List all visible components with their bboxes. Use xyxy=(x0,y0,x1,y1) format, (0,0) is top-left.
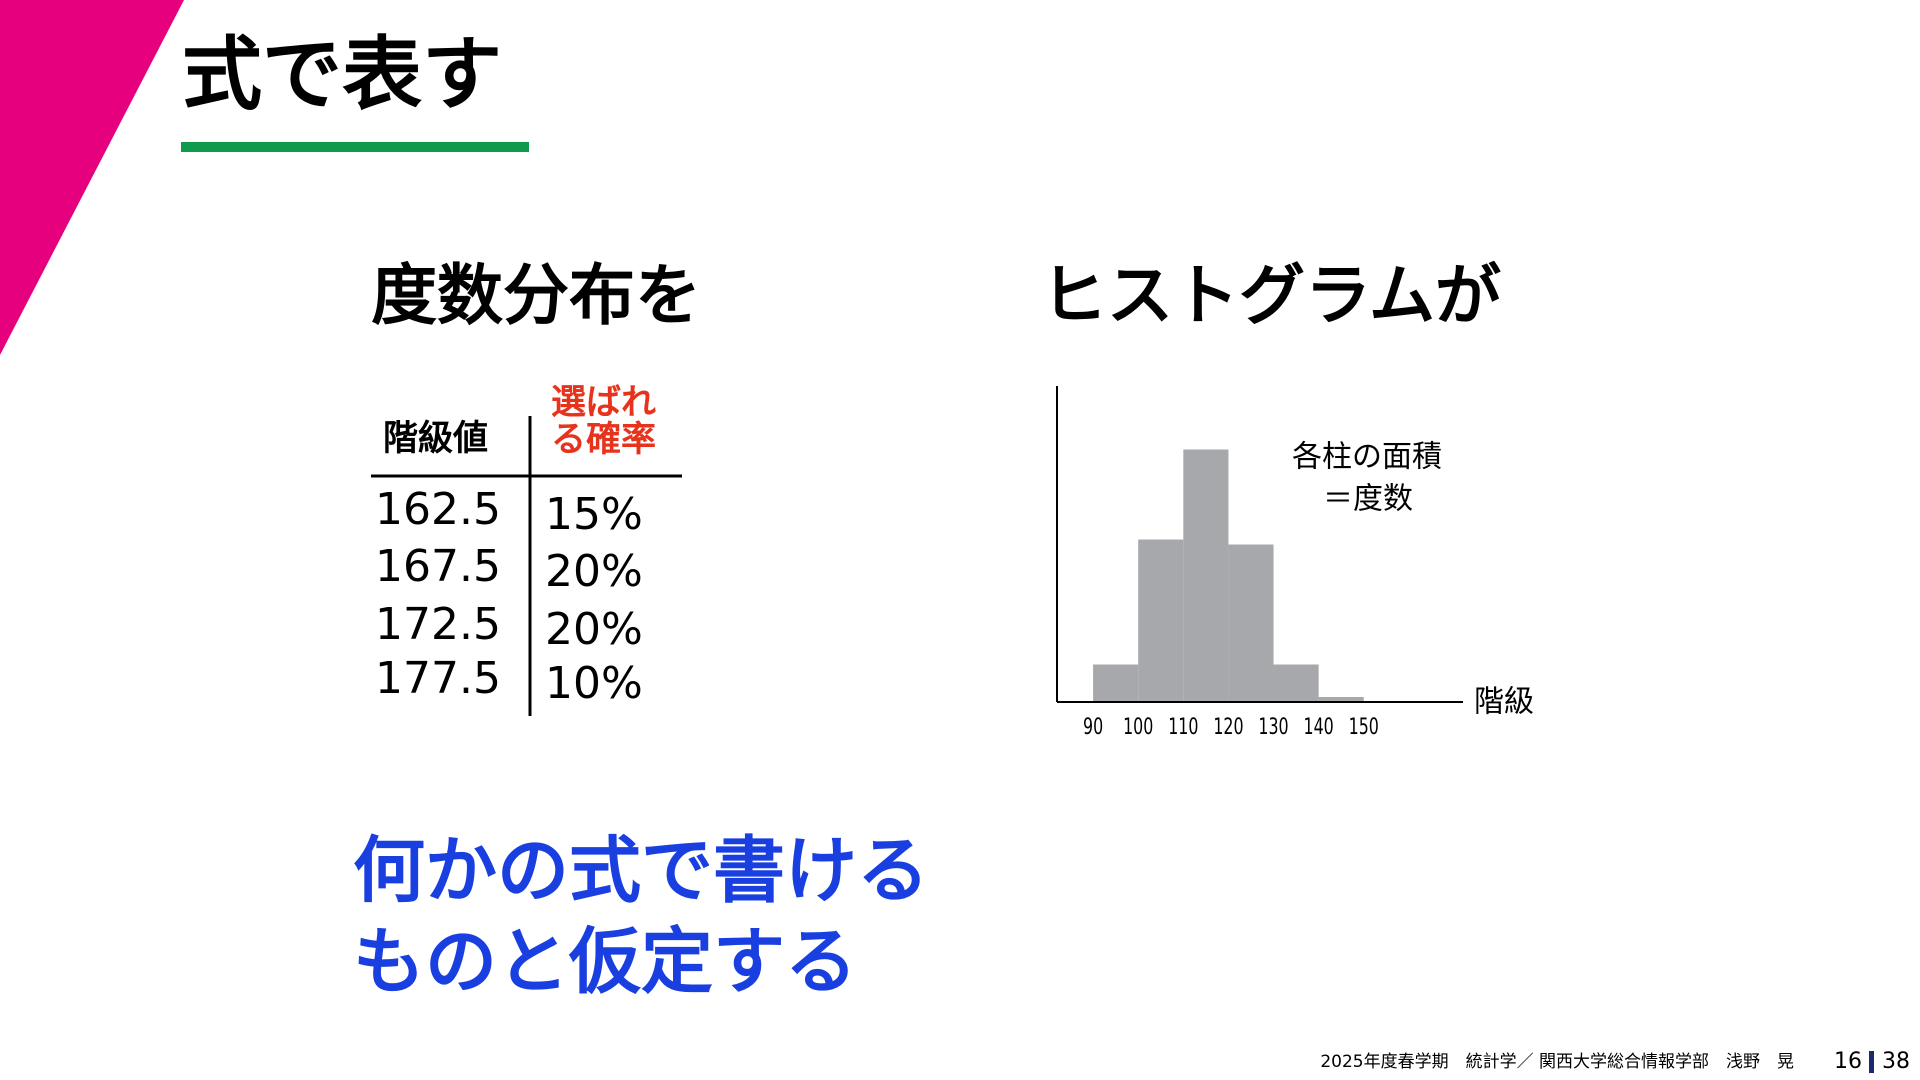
x-tick-label: 140 xyxy=(1304,714,1334,739)
annotation: ＝度数 xyxy=(1323,482,1413,517)
class-value: 167.5 xyxy=(375,541,501,592)
table-header: 階級値 xyxy=(383,419,488,459)
histogram-bar xyxy=(1093,664,1139,702)
accent-triangle xyxy=(0,0,184,355)
class-value: 172.5 xyxy=(375,599,501,650)
probability: 20% xyxy=(545,546,643,597)
class-value: 177.5 xyxy=(375,653,501,704)
probability: 20% xyxy=(545,604,643,655)
probability: 10% xyxy=(545,658,643,709)
slide-title: 式で表す xyxy=(182,28,502,121)
x-tick-label: 120 xyxy=(1213,714,1243,739)
conclusion: ものと仮定する xyxy=(353,920,857,1004)
left-heading: 度数分布を xyxy=(371,257,701,334)
probability: 15% xyxy=(545,489,643,540)
conclusion: 何かの式で書ける xyxy=(353,829,929,913)
footer: 2025年度春学期 統計学／ 関西大学総合情報学部 浅野 晃 xyxy=(1320,1052,1794,1072)
histogram-bar xyxy=(1183,449,1229,702)
x-tick-label: 150 xyxy=(1349,714,1379,739)
annotation: 各柱の面積 xyxy=(1292,440,1442,475)
x-axis-label: 階級 xyxy=(1474,685,1534,720)
x-tick-label: 100 xyxy=(1123,714,1153,739)
histogram-bar xyxy=(1138,539,1184,702)
page-total: 38 xyxy=(1882,1049,1910,1074)
histogram-bar xyxy=(1318,697,1364,702)
histogram-bar xyxy=(1273,664,1319,702)
page-number: 16 xyxy=(1834,1049,1862,1074)
table-header: 選ばれ xyxy=(551,383,656,423)
class-value: 162.5 xyxy=(375,484,501,535)
histogram-bar xyxy=(1228,544,1274,702)
x-tick-label: 130 xyxy=(1258,714,1288,739)
page-separator xyxy=(1869,1051,1874,1073)
title-underline xyxy=(181,142,529,152)
right-heading: ヒストグラムが xyxy=(1041,257,1501,334)
table-header: る確率 xyxy=(551,420,656,460)
x-tick-label: 110 xyxy=(1168,714,1198,739)
x-tick-label: 90 xyxy=(1083,714,1103,739)
